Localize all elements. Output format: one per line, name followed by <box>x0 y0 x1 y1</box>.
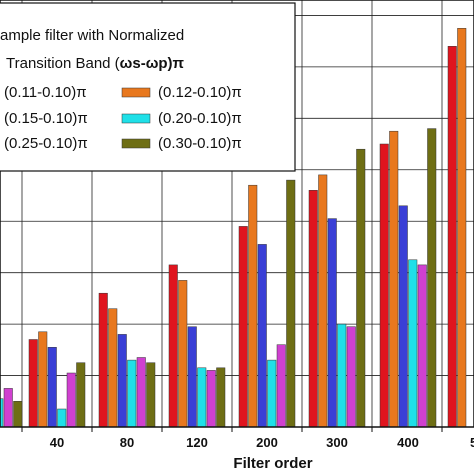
bar <box>98 292 108 428</box>
bar <box>117 334 127 428</box>
legend-label: (0.15-0.10)π <box>4 110 88 127</box>
bar <box>66 372 76 428</box>
bar <box>3 388 13 428</box>
legend-swatch <box>121 113 151 124</box>
x-tick-label: 120 <box>186 435 208 450</box>
bar <box>238 226 248 428</box>
bar <box>337 323 347 428</box>
bar <box>318 174 328 428</box>
bar <box>47 347 57 428</box>
bar <box>457 28 467 428</box>
bar <box>427 128 437 428</box>
bar <box>108 308 118 428</box>
bar <box>38 331 48 428</box>
bar <box>168 264 178 428</box>
x-tick-label: 400 <box>397 435 419 450</box>
bar <box>447 46 457 428</box>
bar <box>28 339 38 428</box>
legend-label: (0.11-0.10)π <box>4 84 87 101</box>
x-tick-label: 80 <box>120 435 134 450</box>
legend-swatch <box>121 87 151 98</box>
bar <box>308 190 318 428</box>
legend-label: (0.30-0.10)π <box>158 135 242 152</box>
bar <box>13 401 23 428</box>
bar <box>276 344 286 428</box>
x-axis-title: Filter order <box>233 455 312 472</box>
x-axis-ticks: 40 80 120 200 300 400 5 <box>21 427 474 450</box>
legend: ample filter with Normalized Transition … <box>0 2 296 172</box>
bar <box>267 359 277 428</box>
bar <box>389 130 399 428</box>
x-tick-label: 300 <box>326 435 348 450</box>
bar <box>398 205 408 428</box>
bar <box>136 357 146 428</box>
bar <box>178 280 188 428</box>
bar <box>127 359 137 428</box>
bars <box>0 28 467 428</box>
bar <box>146 362 156 428</box>
bar <box>408 259 418 428</box>
bar <box>248 184 258 428</box>
bar <box>286 179 296 428</box>
x-tick-label: 5 <box>470 435 474 450</box>
plot-frame <box>0 0 474 428</box>
legend-title-line1: ample filter with Normalized <box>0 27 184 44</box>
bar <box>206 370 216 428</box>
bar <box>327 218 337 428</box>
x-tick-label: 200 <box>256 435 278 450</box>
bar <box>76 362 86 428</box>
bar <box>187 326 197 428</box>
bar <box>346 326 356 428</box>
legend-label: (0.20-0.10)π <box>158 110 242 127</box>
bar <box>379 143 389 428</box>
legend-label: (0.25-0.10)π <box>4 135 88 152</box>
bar <box>257 244 267 428</box>
bar <box>0 398 4 428</box>
bar <box>57 408 67 428</box>
legend-label: (0.12-0.10)π <box>158 84 242 101</box>
legend-title-line2: Transition Band (ωs-ωp)π <box>6 55 185 72</box>
x-tick-label: 40 <box>50 435 64 450</box>
legend-swatch <box>121 138 151 149</box>
bar <box>356 148 366 428</box>
bar <box>216 367 226 428</box>
bar <box>197 367 207 428</box>
bar <box>417 264 427 428</box>
